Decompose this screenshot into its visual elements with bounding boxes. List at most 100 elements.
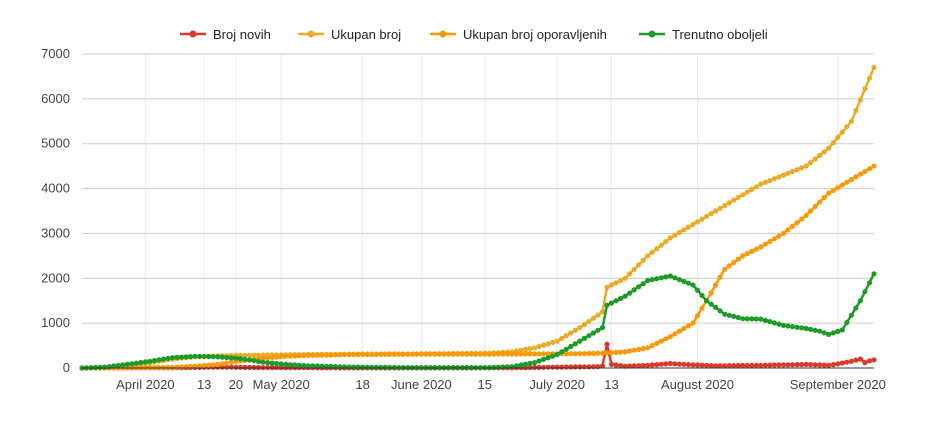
data-point <box>337 352 343 358</box>
data-point <box>228 359 234 365</box>
data-point <box>577 351 583 357</box>
data-point <box>287 353 293 359</box>
data-point <box>631 363 637 369</box>
data-point <box>197 363 203 369</box>
data-point <box>432 351 438 357</box>
data-point <box>835 134 841 140</box>
data-point <box>305 363 311 369</box>
data-point <box>509 351 515 357</box>
data-point <box>550 353 556 359</box>
data-point <box>694 313 701 319</box>
data-point <box>645 362 651 368</box>
data-point <box>518 347 524 353</box>
data-point <box>703 362 710 368</box>
data-point <box>708 301 714 307</box>
data-point <box>753 362 759 368</box>
data-point <box>848 358 855 364</box>
data-point <box>500 364 506 370</box>
data-point <box>215 354 221 360</box>
data-point <box>360 351 366 358</box>
series-3 <box>79 271 877 371</box>
data-point <box>292 353 298 359</box>
data-point <box>400 351 406 357</box>
data-point <box>713 304 719 310</box>
data-point <box>667 235 673 241</box>
data-point <box>599 325 606 331</box>
data-point <box>726 200 732 206</box>
data-point <box>409 351 415 357</box>
data-point <box>174 364 180 370</box>
data-point <box>165 364 171 370</box>
data-point <box>799 361 805 368</box>
data-point <box>224 354 230 361</box>
data-point <box>690 221 696 228</box>
data-point <box>613 362 619 368</box>
data-point <box>866 75 873 81</box>
data-point <box>803 361 809 367</box>
data-point <box>477 351 483 357</box>
data-point <box>722 203 728 209</box>
data-point <box>251 352 257 358</box>
data-point <box>581 321 588 328</box>
series-1 <box>79 64 877 371</box>
data-point <box>654 362 660 368</box>
data-point <box>550 339 556 345</box>
data-point <box>246 352 253 358</box>
data-point <box>147 358 153 364</box>
data-point <box>649 343 655 349</box>
data-point <box>532 360 538 366</box>
data-point <box>441 351 447 357</box>
data-point <box>527 346 533 352</box>
x-tick-label: May 2020 <box>253 377 310 392</box>
data-point <box>848 177 855 183</box>
data-point <box>577 364 583 370</box>
data-point <box>142 359 148 365</box>
data-point <box>740 192 746 198</box>
data-point <box>808 326 814 332</box>
data-point <box>251 358 257 364</box>
data-point <box>758 316 764 322</box>
data-point <box>685 224 692 230</box>
data-point <box>563 346 569 352</box>
data-point <box>731 260 737 266</box>
data-point <box>301 353 307 359</box>
data-point <box>717 205 723 211</box>
data-point <box>604 341 610 347</box>
data-point <box>771 176 778 182</box>
data-point <box>527 360 533 366</box>
data-point <box>332 352 338 358</box>
data-point <box>636 363 642 369</box>
data-point <box>541 351 547 357</box>
data-point <box>803 325 809 332</box>
data-point <box>758 181 764 187</box>
data-point <box>676 277 683 283</box>
data-point <box>672 232 678 238</box>
data-point <box>387 351 393 357</box>
data-point <box>758 244 764 250</box>
data-point <box>826 362 832 368</box>
data-point <box>717 363 723 369</box>
data-point <box>323 352 329 358</box>
data-point <box>740 362 746 369</box>
data-point <box>735 256 741 262</box>
data-point <box>242 364 248 370</box>
data-point <box>545 364 551 370</box>
legend: Broj novih Ukupan broj Ukupan broj oporavl… <box>180 27 768 42</box>
data-point <box>866 166 873 172</box>
y-tick-label: 7000 <box>41 46 70 61</box>
legend-item-2: Ukupan broj oporavljenih <box>430 27 607 42</box>
data-point <box>111 363 117 369</box>
data-point <box>260 359 266 365</box>
legend-label: Ukupan broj oporavljenih <box>463 27 607 42</box>
data-point <box>179 364 185 370</box>
data-point <box>102 364 108 370</box>
data-point <box>595 350 601 356</box>
data-point <box>857 356 864 362</box>
data-point <box>844 359 850 365</box>
data-point <box>839 327 845 333</box>
data-point <box>817 199 823 205</box>
x-tick-label: September 2020 <box>790 377 886 392</box>
data-point <box>830 187 836 193</box>
data-point <box>699 305 705 311</box>
data-point <box>541 364 547 370</box>
